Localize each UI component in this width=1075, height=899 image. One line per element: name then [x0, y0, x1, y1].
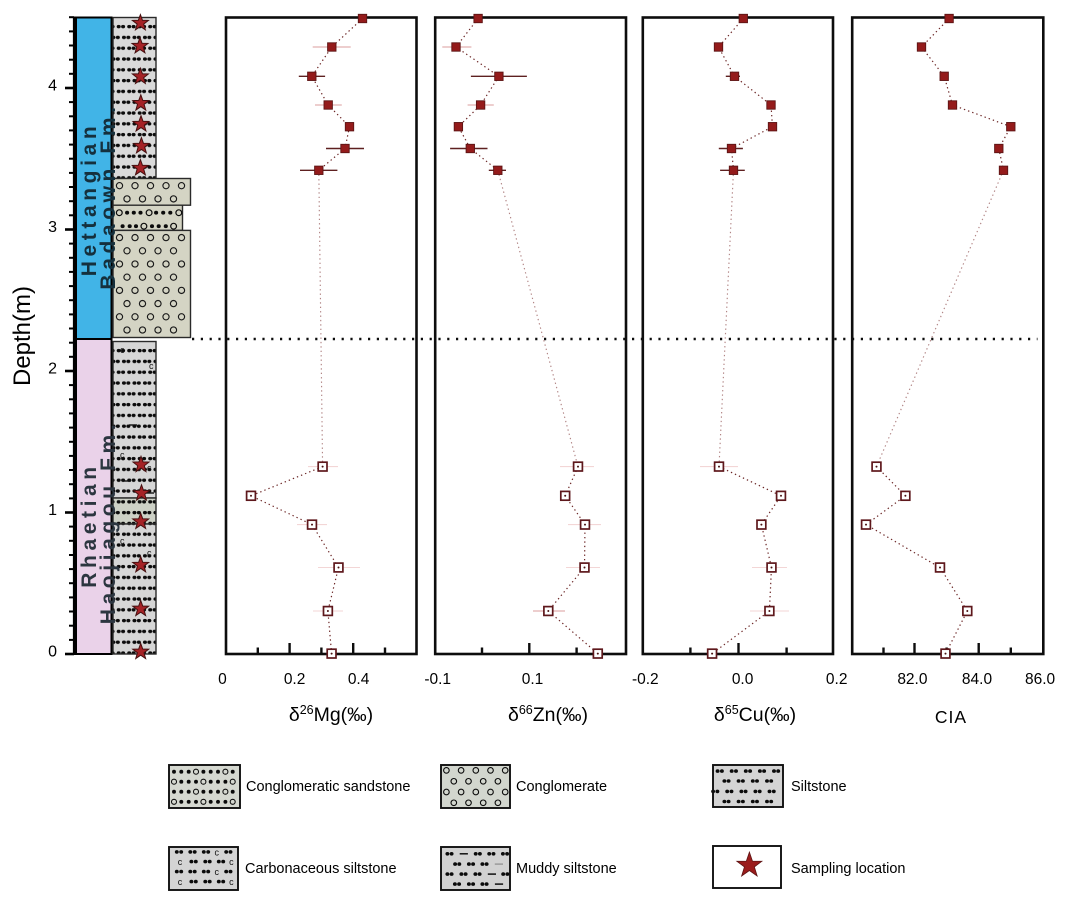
- svg-text:1: 1: [48, 502, 57, 519]
- svg-text:c: c: [229, 877, 234, 887]
- svg-text:Siltstone: Siltstone: [791, 779, 847, 795]
- svg-text:0.0: 0.0: [732, 671, 754, 688]
- svg-text:c: c: [147, 463, 152, 473]
- svg-text:Haojiagou Fm.: Haojiagou Fm.: [97, 420, 120, 624]
- svg-text:c: c: [178, 877, 183, 887]
- svg-text:CIA: CIA: [935, 707, 967, 727]
- svg-text:c: c: [229, 857, 234, 867]
- svg-text:0: 0: [218, 671, 227, 688]
- svg-text:0: 0: [48, 644, 57, 661]
- svg-text:c: c: [178, 857, 183, 867]
- svg-text:Conglomeratic sandstone: Conglomeratic sandstone: [246, 779, 410, 795]
- svg-text:Sampling location: Sampling location: [791, 861, 905, 877]
- svg-text:84.0: 84.0: [962, 671, 993, 688]
- svg-text:c: c: [120, 536, 125, 546]
- svg-text:0.2: 0.2: [826, 671, 848, 688]
- svg-text:82.0: 82.0: [897, 671, 928, 688]
- svg-text:Badaown Fm.: Badaown Fm.: [97, 102, 120, 289]
- svg-text:c: c: [149, 361, 154, 371]
- svg-text:Hettangian: Hettangian: [78, 122, 101, 277]
- svg-text:-0.2: -0.2: [632, 671, 659, 688]
- svg-text:c: c: [147, 548, 152, 558]
- svg-text:3: 3: [48, 219, 57, 236]
- svg-text:c: c: [215, 847, 220, 857]
- svg-text:Rhaetian: Rhaetian: [78, 462, 101, 588]
- svg-text:0.1: 0.1: [522, 671, 544, 688]
- svg-text:2: 2: [48, 361, 57, 378]
- svg-text:0.4: 0.4: [348, 671, 370, 688]
- svg-text:Muddy siltstone: Muddy siltstone: [516, 861, 617, 877]
- svg-text:c: c: [215, 867, 220, 877]
- svg-text:4: 4: [48, 78, 57, 95]
- svg-text:Carbonaceous siltstone: Carbonaceous siltstone: [245, 861, 397, 877]
- svg-text:Conglomerate: Conglomerate: [516, 779, 607, 795]
- svg-text:-0.1: -0.1: [424, 671, 451, 688]
- svg-text:86.0: 86.0: [1025, 671, 1056, 688]
- svg-text:Depth(m): Depth(m): [9, 286, 36, 386]
- svg-text:0.2: 0.2: [284, 671, 306, 688]
- svg-text:c: c: [120, 345, 125, 355]
- svg-text:c: c: [120, 450, 125, 460]
